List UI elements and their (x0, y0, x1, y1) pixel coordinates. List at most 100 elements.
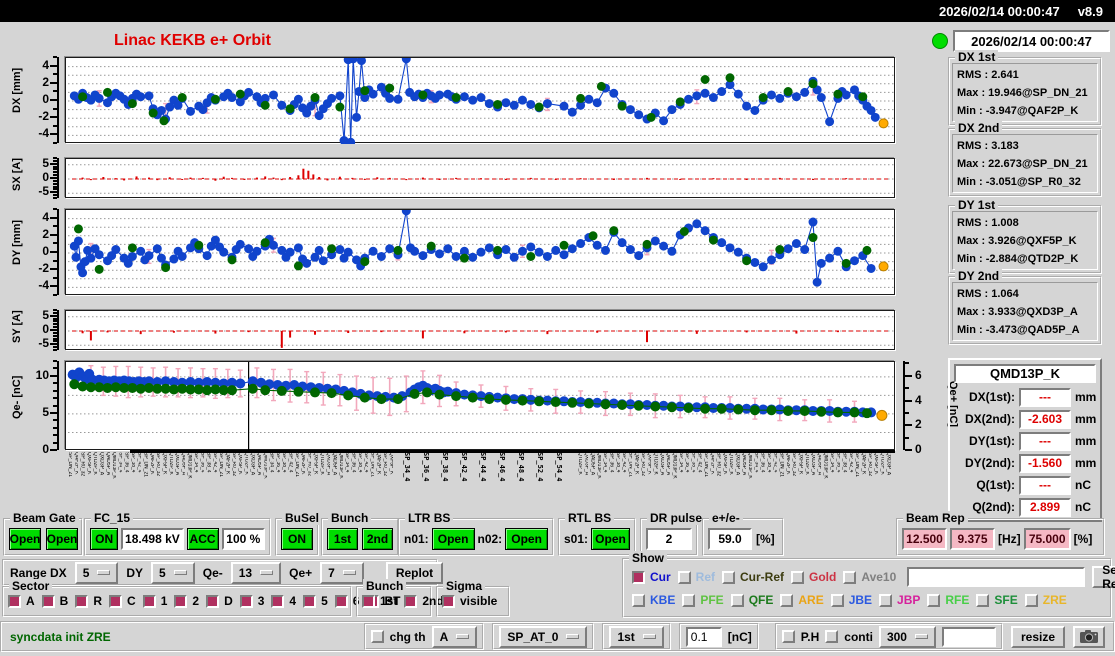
show-zre-checkbox[interactable] (1024, 593, 1038, 607)
show-pfe-checkbox[interactable] (682, 593, 696, 607)
monitor-title: QMD13P_K (954, 364, 1096, 383)
resize-button[interactable]: resize (1010, 625, 1065, 648)
x-axis-label: QAF2P_K (860, 452, 866, 475)
show-ave10-checkbox[interactable] (843, 570, 857, 584)
monitor-row-value: --- (1019, 431, 1071, 451)
rtl-s01-open-button[interactable]: Open (591, 528, 630, 550)
show-sfe-label: SFE (994, 593, 1018, 607)
sector-4-checkbox[interactable] (271, 594, 285, 608)
y-tick-label: -5 (38, 336, 49, 351)
show-gold-checkbox[interactable] (791, 570, 805, 584)
busel-on-button[interactable]: ON (281, 528, 313, 550)
threshold-input[interactable] (685, 626, 722, 647)
range-qep-select[interactable]: 7 (320, 561, 364, 584)
sector-b-checkbox[interactable] (41, 594, 55, 608)
set-ref-button[interactable]: Set Ref (1092, 563, 1115, 591)
x-axis-label: SP_42_4 (772, 452, 778, 473)
beam-gate-frame: Beam Gate Open Open (3, 511, 83, 556)
show-jbe-checkbox[interactable] (830, 593, 844, 607)
sector-1-checkbox[interactable] (142, 594, 156, 608)
show-qfe-checkbox[interactable] (730, 593, 744, 607)
ltr-n01-open-button[interactable]: Open (431, 528, 475, 550)
show-are-label: ARE (798, 593, 824, 607)
show-gold-label: Gold (809, 570, 837, 584)
show-qfe-item: QFE (730, 593, 773, 607)
bunch-frame-label: Bunch (363, 579, 407, 593)
show-cur-checkbox[interactable] (632, 570, 645, 584)
count-select[interactable]: 300 (878, 625, 936, 648)
show-rfe-checkbox[interactable] (927, 593, 941, 607)
range-dy-select[interactable]: 5 (151, 561, 195, 584)
x-axis-label: SP_44_4 (479, 452, 486, 482)
y-tick-label: -4 (38, 126, 49, 141)
y-tick-label: 0 (42, 92, 49, 106)
show-jbp-checkbox[interactable] (879, 593, 893, 607)
chg-th-checkbox[interactable] (370, 630, 384, 643)
sigma-visible-checkbox[interactable] (442, 594, 455, 608)
y-tick-label: 5 (42, 155, 49, 170)
sector-6-checkbox[interactable] (334, 594, 348, 608)
ltr-n02-open-button[interactable]: Open (505, 528, 548, 550)
sector-3-checkbox[interactable] (239, 594, 253, 608)
monitor-row-value: --- (1019, 387, 1071, 407)
sector-5-checkbox[interactable] (303, 594, 317, 608)
stat-rms: RMS : 3.183 (957, 140, 1019, 152)
x-axis-label: SP_36_4 (350, 452, 356, 473)
ref-name-input[interactable] (907, 567, 1086, 587)
bunch-2nd-checkbox[interactable] (404, 594, 418, 608)
bunch-1st-checkbox[interactable] (362, 594, 375, 608)
stats-panel-body: RMS : 2.641 Max : 19.946@SP_DN_21 Min : -… (952, 63, 1098, 122)
conti-checkbox[interactable] (825, 630, 839, 643)
bunch-1st-button[interactable]: 1st (327, 528, 358, 550)
dr-pulse-frame: DR pulse 2 (640, 511, 706, 556)
show-are-checkbox[interactable] (780, 593, 794, 607)
x-axis-label: SP_34_4 (268, 452, 274, 473)
fc15-acc-button[interactable]: ACC (186, 528, 219, 550)
bunch-2nd-button[interactable]: 2nd (362, 528, 393, 550)
sector-2-item: 2 (174, 594, 199, 608)
option-menu-dash-icon (173, 570, 187, 575)
beam-gate-open-2-button[interactable]: Open (46, 528, 78, 550)
x-axis-label: SP_DN_21 (218, 452, 224, 478)
y-tick-label: 0 (42, 170, 49, 184)
e-ratio-field: 59.0 (708, 528, 752, 550)
stats-panel-dy-2nd: DY 2nd RMS : 1.064 Max : 3.933@QXD3P_A Min… (948, 269, 1102, 345)
show-kbe-checkbox[interactable] (632, 593, 645, 607)
show-pfe-item: PFE (682, 593, 724, 607)
fc15-frame-label: FC_15 (91, 511, 134, 525)
show-cur-item: Cur (632, 570, 671, 584)
range-dx-select[interactable]: 5 (74, 561, 119, 584)
monitor-row: DX(2nd): -2.603 mm (953, 408, 1097, 430)
sp-at-select[interactable]: SP_AT_0 (499, 625, 588, 648)
fc15-on-button[interactable]: ON (90, 528, 119, 550)
x-axis-label: QXF5P_K (312, 452, 318, 475)
sector-c-checkbox[interactable] (109, 594, 123, 608)
x-axis-label: SP_42_4 (136, 452, 142, 473)
extra-input[interactable] (941, 626, 996, 647)
ph-checkbox[interactable] (781, 630, 795, 643)
show-sfe-checkbox[interactable] (976, 593, 990, 607)
bunch-2nd-item: 2nd (404, 594, 444, 608)
x-axis-label: SP_DN_21 (778, 452, 784, 478)
show-ref-label: Ref (695, 570, 716, 584)
x-axis-label: QTD2P_K (243, 452, 249, 475)
y-tick-label: -2 (38, 109, 49, 124)
monitor-row-unit: mm (1075, 456, 1097, 470)
range-qem-select[interactable]: 13 (230, 561, 282, 584)
th-select[interactable]: A (431, 625, 478, 648)
replot-button[interactable]: Replot (385, 561, 444, 584)
sector-d-checkbox[interactable] (206, 594, 220, 608)
show-cur-ref-checkbox[interactable] (722, 570, 736, 584)
sector-r-checkbox[interactable] (75, 594, 89, 608)
show-kbe-item: KBE (632, 593, 675, 607)
x-axis-label: SP_38_4 (841, 452, 847, 473)
screenshot-button[interactable] (1073, 625, 1105, 648)
sector-2-checkbox[interactable] (174, 594, 188, 608)
beam-gate-open-1-button[interactable]: Open (9, 528, 41, 550)
stat-max: Max : 3.933@QXD3P_A (957, 306, 1078, 318)
bunch-order-select[interactable]: 1st (609, 625, 664, 648)
show-ref-checkbox[interactable] (677, 570, 691, 584)
sector-a-checkbox[interactable] (8, 594, 21, 608)
x-axis-label: SP_DN_21 (703, 452, 708, 478)
y-tick-label: 4 (42, 209, 49, 224)
